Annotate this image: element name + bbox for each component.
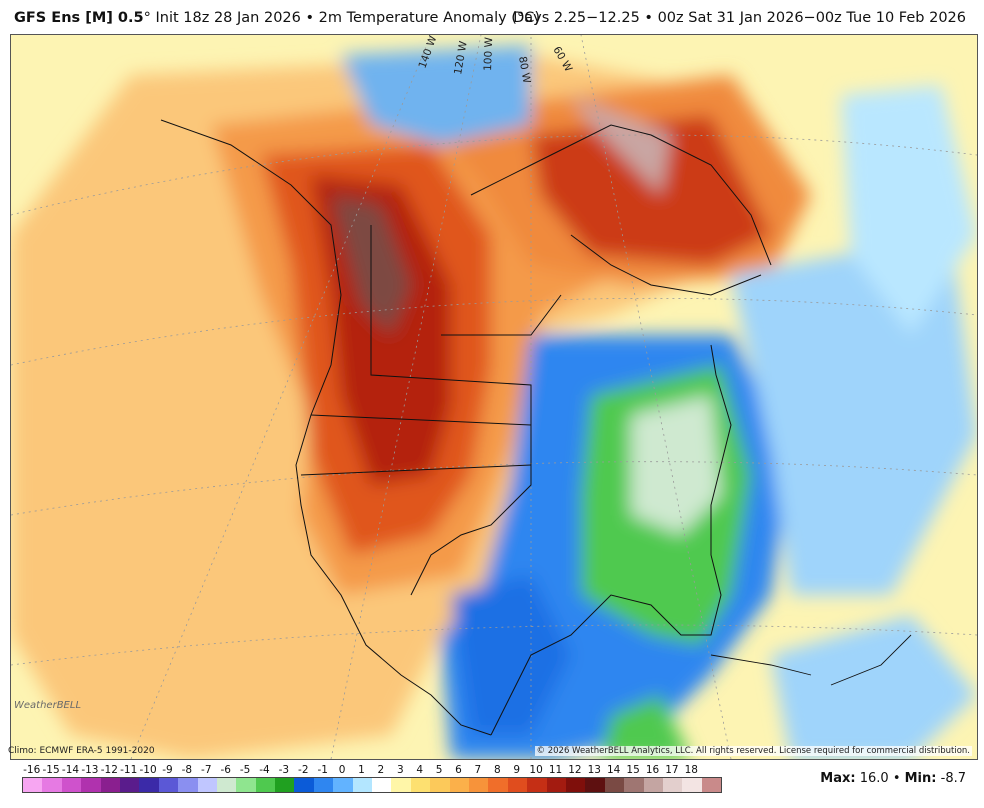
colorbar-swatch — [624, 778, 644, 792]
lon-label: 120 W — [452, 40, 470, 76]
colorbar-tick-label: -4 — [259, 764, 270, 776]
colorbar-swatch — [662, 778, 683, 792]
min-value: -8.7 — [940, 771, 966, 786]
colorbar-swatch — [585, 778, 605, 792]
colorbar-tick-label: 2 — [377, 764, 385, 776]
map-canvas: 140 W 120 W 100 W 80 W 60 W — [11, 35, 977, 759]
lon-label: 100 W — [482, 36, 495, 71]
colorbar-tick-label: 15 — [626, 764, 640, 776]
colorbar-swatch — [23, 778, 43, 792]
colorbar-swatch — [216, 778, 237, 792]
colorbar-swatch — [604, 778, 625, 792]
coastlines — [160, 119, 912, 736]
colorbar — [22, 777, 723, 793]
colorbar-tick-label: 3 — [396, 764, 404, 776]
colorbar-tick-label: -11 — [120, 764, 138, 776]
colorbar-tick-label: 13 — [587, 764, 601, 776]
colorbar-tick-label: -2 — [298, 764, 309, 776]
parameter-name: 2m Temperature Anomaly (°C) — [318, 10, 540, 26]
colorbar-swatch — [682, 778, 702, 792]
weatherbell-logo: WeatherBELL — [14, 700, 82, 711]
colorbar-tick-label: 6 — [455, 764, 462, 776]
colorbar-tick-label: -1 — [317, 764, 328, 776]
colorbar-tick-label: 17 — [665, 764, 679, 776]
colorbar-swatch — [178, 778, 198, 792]
colorbar-swatch — [391, 778, 411, 792]
colorbar-swatch — [372, 778, 392, 792]
copyright-notice: © 2026 WeatherBELL Analytics, LLC. All r… — [534, 746, 972, 756]
init-time: Init 18z 28 Jan 2026 — [155, 10, 301, 26]
colorbar-tick-label: 5 — [435, 764, 443, 776]
colorbar-swatch — [507, 778, 528, 792]
colorbar-swatch — [275, 778, 295, 792]
colorbar-swatch — [527, 778, 547, 792]
colorbar-swatch — [468, 778, 489, 792]
colorbar-tick-label: -14 — [61, 764, 80, 776]
colorbar-swatch — [158, 778, 179, 792]
colorbar-tick-label: -15 — [42, 764, 60, 776]
anomaly-field — [11, 45, 977, 759]
colorbar-tick-label: -13 — [81, 764, 99, 776]
colorbar-swatch — [565, 778, 586, 792]
colorbar-swatch — [449, 778, 469, 792]
colorbar-swatch — [333, 778, 353, 792]
climo-note: Climo: ECMWF ERA-5 1991-2020 — [8, 746, 155, 756]
valid-range: Days 2.25−12.25 • 00z Sat 31 Jan 2026−00… — [513, 10, 966, 26]
colorbar-tick-label: -5 — [239, 764, 251, 776]
colorbar-swatch — [42, 778, 62, 792]
colorbar-swatch — [410, 778, 431, 792]
colorbar-tick-label: 9 — [513, 764, 521, 776]
colorbar-swatch — [294, 778, 314, 792]
colorbar-swatch — [701, 778, 722, 792]
colorbar-tick-label: 14 — [607, 764, 621, 776]
colorbar-tick-label: 18 — [684, 764, 698, 776]
colorbar-tick-label: 1 — [358, 764, 365, 776]
colorbar-swatch — [430, 778, 450, 792]
colorbar-tick-label: 16 — [645, 764, 660, 776]
colorbar-tick-label: 7 — [474, 764, 482, 776]
colorbar-tick-label: 8 — [493, 764, 501, 776]
colorbar-swatch — [139, 778, 159, 792]
colorbar-swatch — [61, 778, 82, 792]
colorbar-swatch — [352, 778, 373, 792]
colorbar-swatch — [197, 778, 217, 792]
colorbar-tick-label: -8 — [181, 764, 193, 776]
colorbar-tick-label: -6 — [220, 764, 231, 776]
model-name: GFS Ens [M] 0.5 — [14, 10, 144, 26]
colorbar-swatch — [488, 778, 508, 792]
colorbar-swatch — [255, 778, 276, 792]
lon-label: 80 W — [516, 55, 533, 84]
colorbar-tick-label: 0 — [338, 764, 346, 776]
colorbar-tick-label: -7 — [201, 764, 212, 776]
colorbar-tick-label: -10 — [139, 764, 157, 776]
colorbar-swatch — [546, 778, 566, 792]
max-value: 16.0 — [859, 771, 889, 786]
colorbar-tick-label: -16 — [23, 764, 41, 776]
colorbar-tick-label: -12 — [100, 764, 118, 776]
colorbar-tick-label: 4 — [416, 764, 424, 776]
colorbar-tick-label: 11 — [548, 764, 563, 776]
colorbar-tick-label: -3 — [278, 764, 290, 776]
colorbar-swatch — [236, 778, 256, 792]
colorbar-tick-label: 12 — [568, 764, 582, 776]
colorbar-swatch — [81, 778, 101, 792]
colorbar-tick-label: -9 — [162, 764, 173, 776]
anomaly-map: 140 W 120 W 100 W 80 W 60 W — [10, 34, 978, 760]
colorbar-labels: -16 -15 -14 -13 -12 -11 -10 -9 -8 -7 -6 -5 -4 -3 -2 -1 0… — [22, 764, 702, 776]
colorbar-swatch — [643, 778, 663, 792]
colorbar-tick-label: 10 — [529, 764, 543, 776]
colorbar-swatch — [313, 778, 334, 792]
max-min-readout: Max: 16.0 • Min: -8.7 — [820, 771, 966, 786]
colorbar-swatch — [119, 778, 140, 792]
colorbar-swatch — [100, 778, 120, 792]
map-title: GFS Ens [M] 0.5° Init 18z 28 Jan 2026 • … — [14, 10, 540, 26]
